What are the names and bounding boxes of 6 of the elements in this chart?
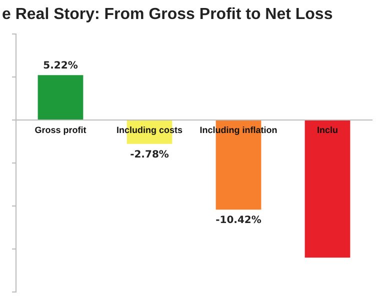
x-tick-label: Inclu bbox=[316, 124, 338, 135]
data-label: -10.42% bbox=[216, 215, 262, 226]
data-label: -2.78% bbox=[130, 150, 169, 160]
data-label: 5.22% bbox=[43, 60, 78, 72]
x-tick-label: Gross profit bbox=[34, 124, 86, 135]
chart-title: e Real Story: From Gross Profit to Net Loss bbox=[1, 5, 334, 25]
